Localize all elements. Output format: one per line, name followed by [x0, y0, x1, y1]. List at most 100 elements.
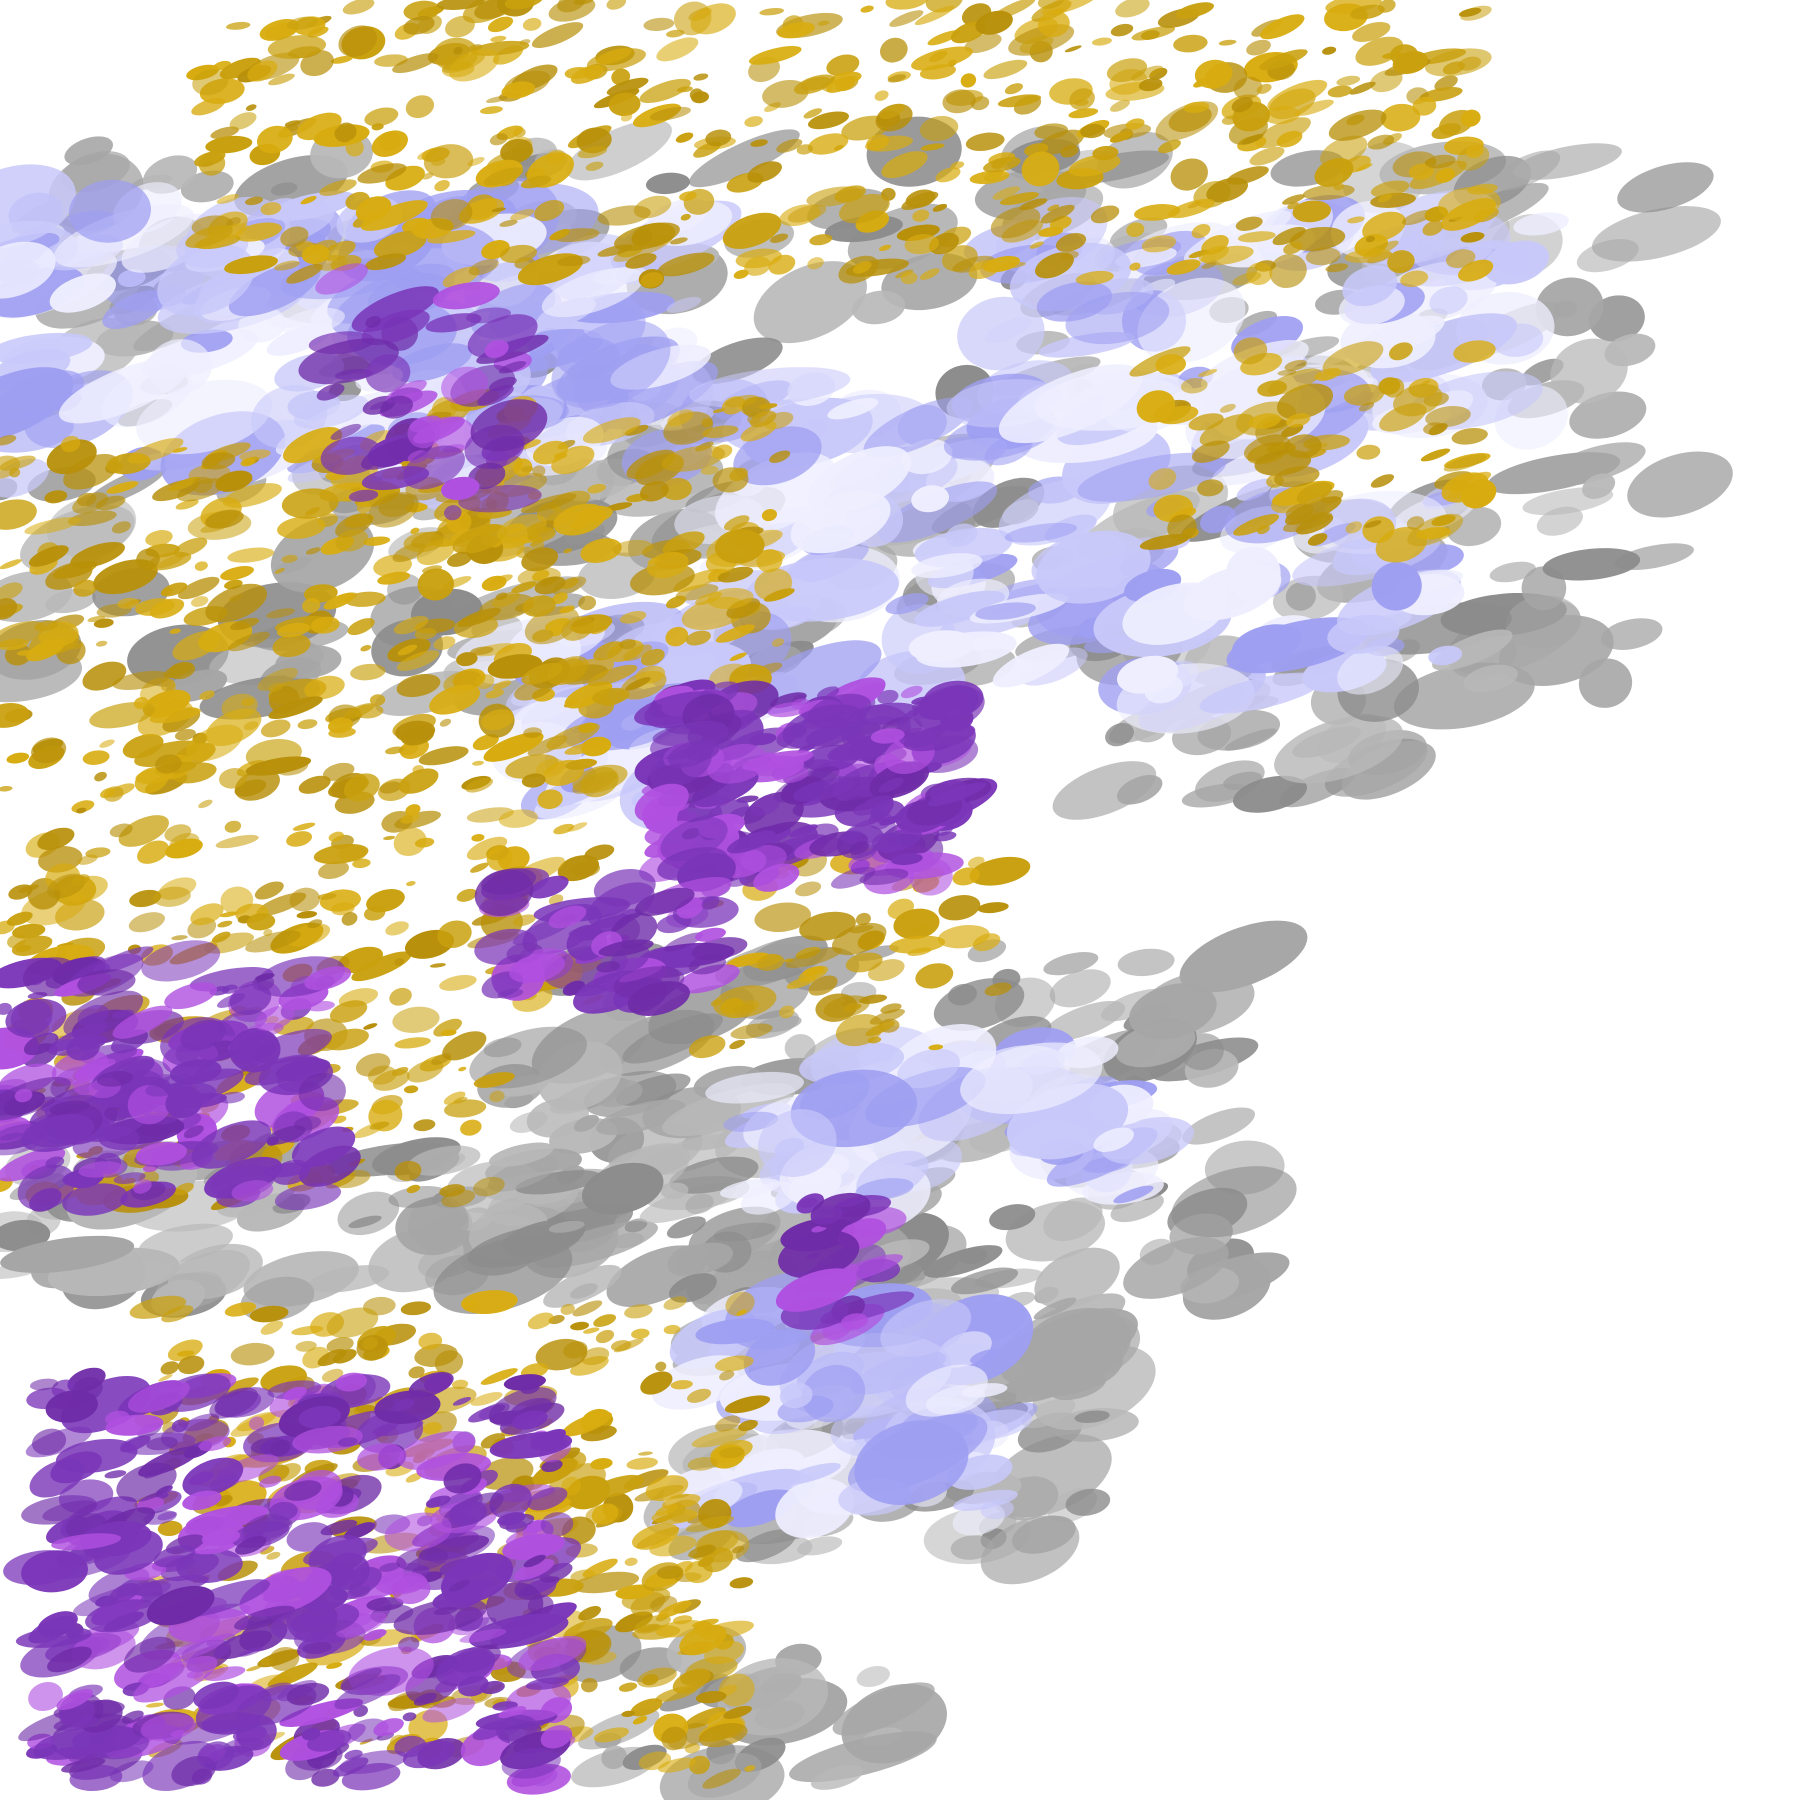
- gold-class-patch: [1170, 158, 1208, 191]
- gray-cloud-patch: [1627, 451, 1733, 518]
- gold-class-patch: [950, 161, 965, 170]
- gold-class-patch: [770, 233, 789, 243]
- gold-class-patch: [1355, 163, 1373, 172]
- gold-class-patch: [1060, 145, 1079, 158]
- gold-class-patch: [296, 910, 318, 919]
- lavender-cloud-patch: [1370, 313, 1517, 383]
- lavender-cloud-patch: [880, 1298, 972, 1357]
- gold-class-patch: [714, 529, 765, 564]
- gold-class-patch: [532, 629, 554, 642]
- gold-class-patch: [578, 595, 597, 611]
- gold-class-patch: [178, 576, 220, 600]
- gold-class-patch: [1168, 198, 1215, 219]
- lavender-cloud-patch: [827, 398, 879, 420]
- gold-class-patch: [599, 689, 625, 707]
- gold-class-patch: [296, 112, 342, 141]
- gold-class-patch: [1110, 99, 1130, 112]
- gold-class-patch: [227, 631, 270, 652]
- gold-class-patch: [99, 739, 115, 748]
- gold-class-patch: [70, 542, 125, 569]
- gold-class-patch: [552, 576, 587, 595]
- gold-class-patch: [718, 1673, 755, 1707]
- gold-class-patch: [983, 59, 1028, 80]
- gold-class-patch: [72, 874, 90, 886]
- gold-class-patch: [364, 107, 399, 127]
- gold-class-patch: [422, 565, 443, 574]
- gold-class-patch: [1080, 124, 1106, 139]
- gold-class-patch: [429, 963, 446, 968]
- gold-class-patch: [535, 1338, 588, 1371]
- gold-class-patch: [759, 7, 785, 16]
- gold-class-patch: [646, 551, 689, 579]
- gold-class-patch: [1259, 49, 1308, 71]
- gold-class-patch: [199, 690, 215, 700]
- gold-class-patch: [663, 1324, 681, 1335]
- gold-class-patch: [171, 935, 188, 941]
- gold-class-patch: [0, 559, 22, 570]
- gold-class-patch: [449, 48, 500, 82]
- gold-class-patch: [626, 449, 676, 480]
- gold-class-patch: [400, 1301, 431, 1316]
- lavender-cloud-patch: [0, 367, 74, 443]
- gold-class-patch: [620, 113, 633, 122]
- gold-class-patch: [82, 750, 110, 765]
- gold-class-patch: [621, 1710, 635, 1718]
- gold-class-patch: [94, 771, 107, 782]
- gold-class-patch: [392, 53, 439, 74]
- lavender-cloud-patch: [1036, 530, 1151, 604]
- gold-class-patch: [615, 1611, 653, 1633]
- gold-class-patch: [282, 427, 343, 464]
- gold-class-patch: [655, 1361, 667, 1372]
- gold-class-patch: [1422, 220, 1444, 236]
- gold-class-patch: [16, 650, 34, 656]
- gold-class-patch: [919, 115, 959, 142]
- gold-class-patch: [356, 500, 371, 514]
- gray-cloud-patch: [1049, 969, 1111, 1008]
- lavender-cloud-patch: [855, 1178, 914, 1200]
- gray-cloud-patch: [832, 1682, 935, 1736]
- gold-class-patch: [1322, 46, 1337, 55]
- gold-class-patch: [935, 167, 961, 183]
- gold-class-patch: [260, 1546, 275, 1555]
- gold-class-patch: [570, 64, 604, 84]
- gold-class-patch: [1206, 177, 1249, 203]
- gold-class-patch: [1126, 222, 1145, 238]
- gold-class-patch: [1328, 109, 1387, 141]
- gold-class-patch: [1109, 130, 1133, 143]
- lavender-cloud-patch: [897, 1048, 960, 1089]
- gold-class-patch: [118, 815, 169, 847]
- gold-class-patch: [1367, 134, 1395, 150]
- gold-class-patch: [623, 644, 653, 661]
- gold-class-patch: [93, 618, 114, 628]
- gold-class-patch: [722, 212, 782, 249]
- gold-class-patch: [229, 112, 257, 130]
- gold-class-patch: [687, 1457, 718, 1471]
- gold-class-patch: [639, 78, 691, 104]
- gold-class-patch: [466, 836, 508, 861]
- gold-class-patch: [198, 799, 213, 809]
- gold-class-patch: [323, 592, 356, 610]
- gold-class-patch: [806, 186, 862, 207]
- gold-class-patch: [977, 902, 1009, 914]
- gold-class-patch: [266, 608, 296, 619]
- gold-class-patch: [1445, 249, 1476, 268]
- gold-class-patch: [198, 152, 226, 176]
- gold-class-patch: [423, 144, 474, 179]
- gold-class-patch: [587, 483, 606, 494]
- gold-class-patch: [37, 827, 75, 851]
- gold-class-patch: [1442, 61, 1465, 75]
- gold-class-patch: [499, 244, 537, 264]
- gold-class-patch: [565, 758, 598, 770]
- gold-class-patch: [205, 135, 253, 154]
- gray-cloud-patch: [856, 1666, 890, 1688]
- gray-cloud-patch: [180, 170, 234, 203]
- gold-class-patch: [885, 0, 929, 10]
- gold-class-patch: [572, 764, 628, 794]
- gold-class-patch: [393, 827, 427, 857]
- gold-class-patch: [267, 1662, 318, 1688]
- gray-cloud-patch: [667, 1244, 708, 1277]
- gold-class-patch: [1377, 0, 1396, 13]
- gold-class-patch: [640, 272, 664, 288]
- gray-cloud-patch: [0, 1235, 135, 1273]
- gold-class-patch: [338, 845, 367, 862]
